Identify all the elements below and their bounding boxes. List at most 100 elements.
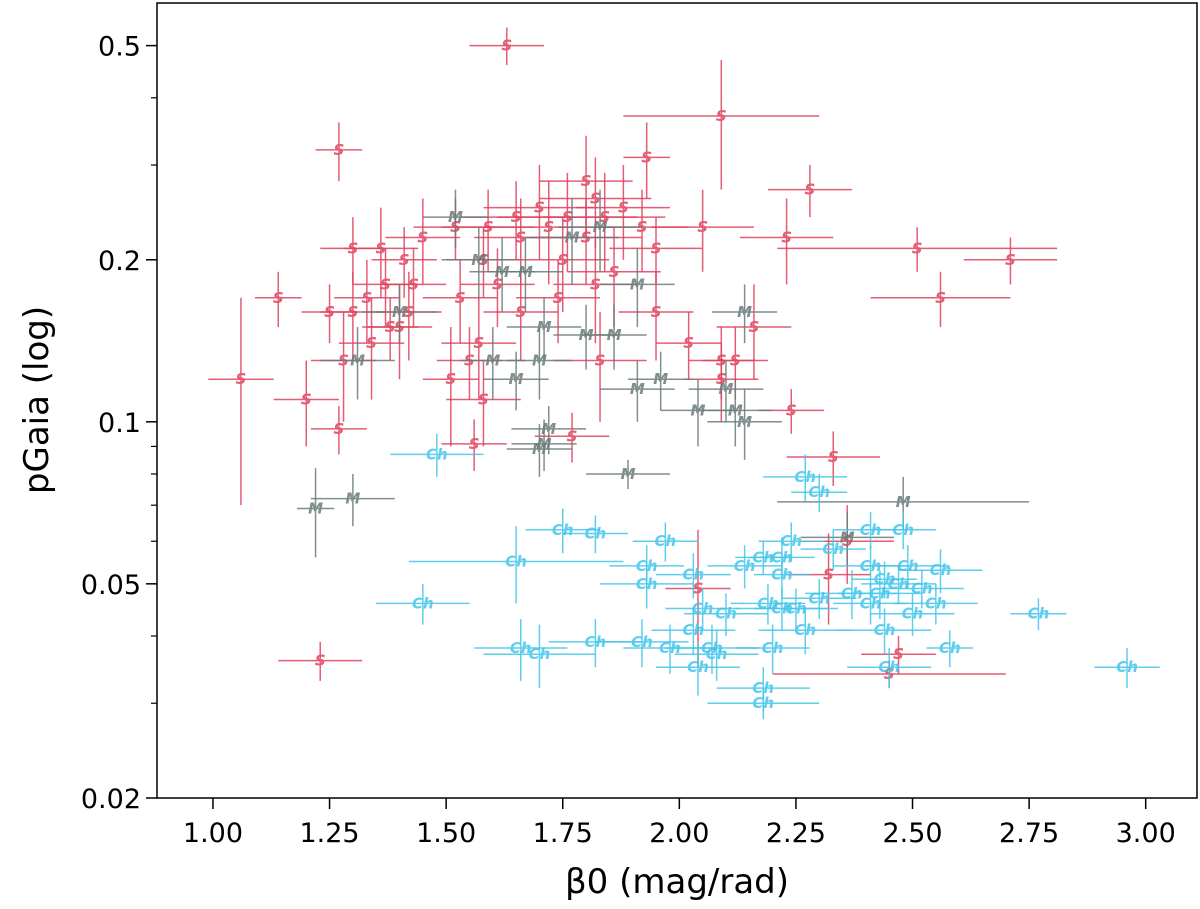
- point-marker: S: [473, 334, 484, 352]
- point-s: S: [483, 271, 559, 361]
- point-marker: S: [515, 229, 526, 247]
- point-s: S: [623, 122, 671, 199]
- point-ch: Ch: [879, 570, 964, 609]
- point-marker: M: [840, 528, 855, 546]
- point-m: M: [488, 237, 563, 312]
- point-marker: M: [728, 401, 743, 419]
- point-marker: S: [828, 448, 839, 466]
- point-s: S: [422, 327, 479, 447]
- point-marker: Ch: [808, 483, 830, 501]
- point-s: S: [534, 412, 610, 463]
- point-ch: Ch: [656, 553, 731, 599]
- point-marker: M: [532, 440, 547, 458]
- point-marker: Ch: [426, 445, 448, 463]
- y-tick-label: 0.5: [98, 32, 141, 63]
- point-m: M: [586, 459, 671, 490]
- point-ch: Ch: [781, 579, 857, 620]
- point-marker: S: [697, 218, 708, 236]
- point-marker: S: [1005, 251, 1016, 269]
- point-marker: S: [609, 263, 620, 281]
- point-marker: M: [345, 490, 360, 508]
- point-marker: M: [653, 370, 668, 388]
- point-marker: Ch: [682, 621, 704, 639]
- point-marker: M: [392, 303, 407, 321]
- point-ch: Ch: [474, 619, 568, 681]
- point-s: S: [469, 27, 545, 66]
- point-s: S: [441, 419, 507, 472]
- point-m: M: [707, 389, 782, 460]
- point-s: S: [385, 198, 461, 285]
- y-tick-label: 0.02: [81, 784, 141, 815]
- point-marker: M: [718, 380, 733, 398]
- point-marker: M: [448, 208, 463, 226]
- point-marker: Ch: [529, 645, 551, 663]
- point-marker: Ch: [939, 639, 961, 657]
- point-s: S: [516, 217, 610, 312]
- point-marker: Ch: [902, 605, 924, 623]
- point-ch: Ch: [763, 454, 848, 502]
- point-marker: S: [683, 334, 694, 352]
- point-marker: Ch: [654, 532, 676, 550]
- point-ch: Ch: [683, 593, 768, 636]
- point-marker: Ch: [780, 532, 802, 550]
- point-ch: Ch: [735, 624, 810, 674]
- point-s: S: [422, 259, 498, 344]
- point-marker: S: [595, 351, 606, 369]
- point-ch: Ch: [600, 561, 694, 609]
- point-s: S: [623, 60, 820, 190]
- point-s: S: [870, 271, 1011, 328]
- point-marker: S: [823, 566, 834, 584]
- point-marker: Ch: [794, 621, 816, 639]
- x-axis-label: β0 (mag/rad): [565, 862, 789, 902]
- point-marker: S: [236, 370, 247, 388]
- point-marker: S: [590, 189, 601, 207]
- point-ch: Ch: [847, 647, 932, 689]
- point-marker: S: [893, 645, 904, 663]
- point-ch: Ch: [651, 608, 736, 655]
- point-marker: M: [541, 420, 556, 438]
- point-s: S: [651, 189, 754, 272]
- point-marker: Ch: [785, 599, 807, 617]
- x-tick-label: 2.25: [766, 818, 826, 849]
- point-s: S: [963, 237, 1058, 285]
- point-marker: M: [565, 229, 580, 247]
- point-marker: S: [618, 199, 629, 217]
- point-marker: Ch: [860, 557, 882, 575]
- point-s: S: [315, 122, 363, 182]
- point-marker: Ch: [771, 566, 793, 584]
- point-s: S: [273, 360, 339, 447]
- point-s: S: [310, 405, 367, 455]
- point-marker: Ch: [706, 645, 728, 663]
- point-marker: S: [716, 370, 727, 388]
- point-m: M: [628, 351, 694, 411]
- x-tick-label: 2.50: [882, 818, 942, 849]
- point-s: S: [483, 165, 596, 260]
- point-marker: Ch: [692, 599, 714, 617]
- point-marker: S: [492, 275, 503, 293]
- point-ch: Ch: [707, 688, 820, 720]
- point-s: S: [352, 248, 419, 328]
- point-marker: Ch: [412, 594, 434, 612]
- point-marker: Ch: [822, 540, 844, 558]
- point-marker: Ch: [762, 639, 784, 657]
- point-ch: Ch: [525, 508, 601, 554]
- point-marker: M: [532, 351, 547, 369]
- x-tick-label: 3.00: [1116, 818, 1176, 849]
- point-m: M: [506, 297, 582, 361]
- x-tick-label: 1.25: [299, 818, 359, 849]
- point-marker: Ch: [860, 594, 882, 612]
- point-marker: S: [805, 181, 816, 199]
- point-ch: Ch: [800, 529, 866, 571]
- point-m: M: [511, 405, 587, 455]
- point-marker: S: [511, 208, 522, 226]
- point-marker: S: [581, 172, 592, 190]
- point-marker: S: [469, 435, 480, 453]
- point-marker: S: [749, 318, 760, 336]
- x-axis: 1.00 1.25 1.50 1.75 2.00 2.25 2.50 2.75 3.00: [183, 798, 1176, 849]
- point-s: S: [656, 311, 722, 380]
- point-ch: Ch: [833, 545, 908, 589]
